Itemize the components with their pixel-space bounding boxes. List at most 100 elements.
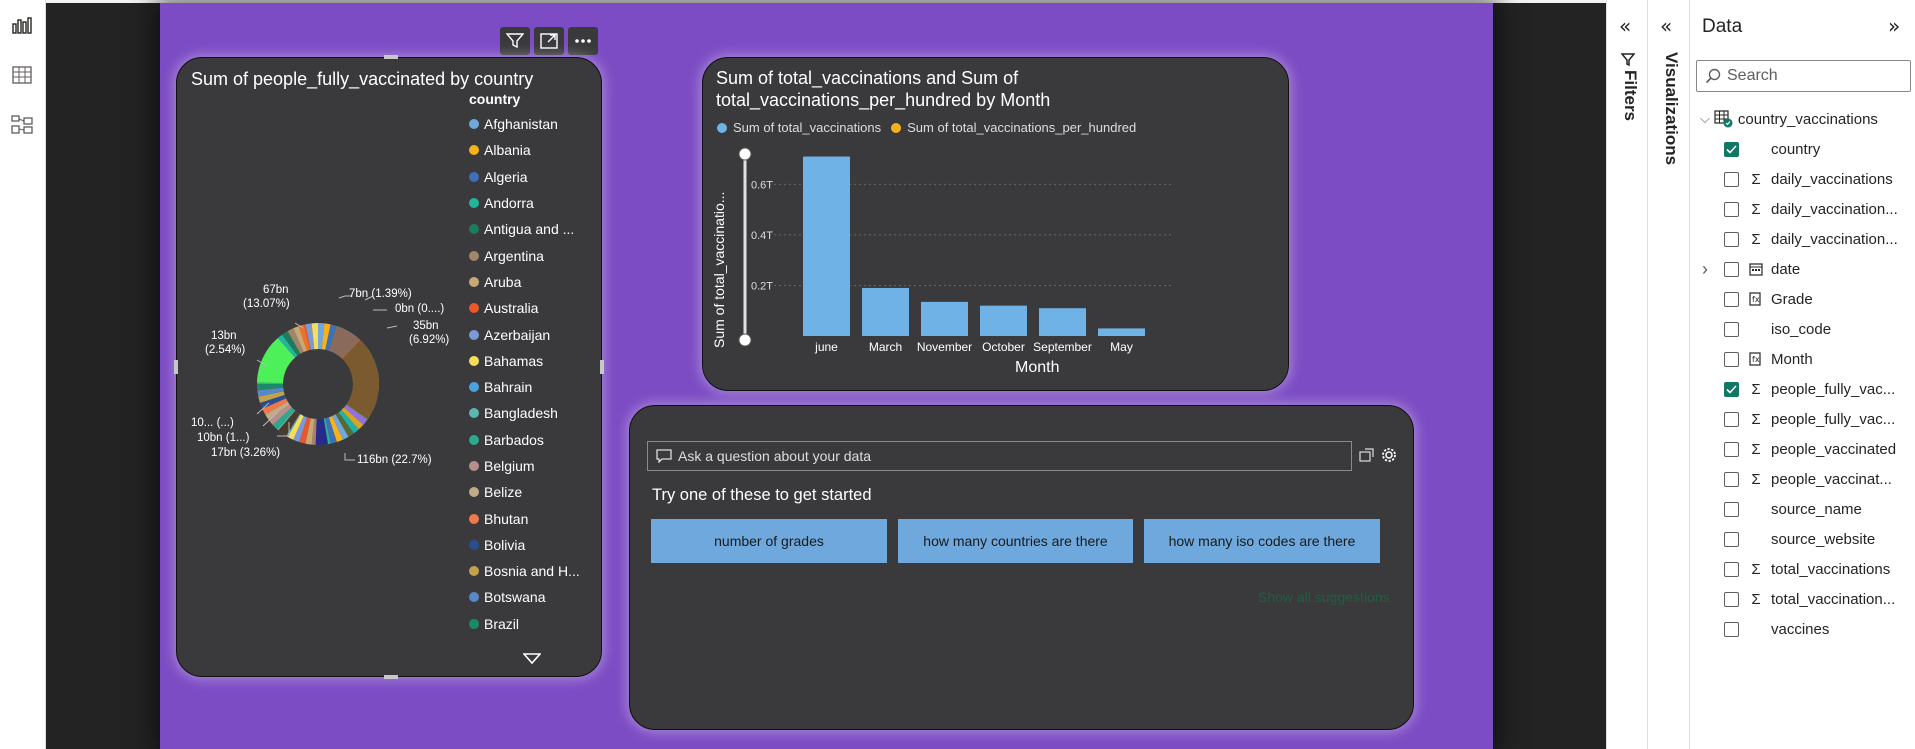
legend-item[interactable]: Australia xyxy=(469,295,599,321)
donut-slice[interactable] xyxy=(315,418,329,445)
collapse-data-pane-icon[interactable]: » xyxy=(1888,14,1901,38)
focus-mode-icon[interactable] xyxy=(534,27,564,55)
donut-slice[interactable] xyxy=(338,410,359,434)
legend-item[interactable]: Barbados xyxy=(469,427,599,453)
bar-chart-visual[interactable]: Sum of total_vaccinations and Sum of tot… xyxy=(702,57,1289,391)
donut-slice[interactable] xyxy=(257,338,295,383)
donut-slice[interactable] xyxy=(293,415,308,443)
legend-item[interactable]: Bahrain xyxy=(469,374,599,400)
legend-item[interactable]: Albania xyxy=(469,137,599,163)
field-checkbox[interactable] xyxy=(1724,621,1739,637)
field-checkbox[interactable] xyxy=(1724,351,1739,367)
donut-slice[interactable] xyxy=(321,323,331,350)
field-item[interactable]: country xyxy=(1724,136,1820,162)
resize-handle[interactable] xyxy=(600,360,604,374)
donut-slice[interactable] xyxy=(328,415,343,443)
donut-slice[interactable] xyxy=(287,328,304,354)
donut-slice[interactable] xyxy=(293,325,308,353)
donut-slice[interactable] xyxy=(332,414,349,440)
legend-item[interactable]: Aruba xyxy=(469,269,599,295)
data-search-input[interactable]: Search xyxy=(1696,60,1911,92)
filters-pane-collapsed[interactable]: « Filters xyxy=(1606,0,1648,749)
report-view-icon[interactable] xyxy=(9,12,35,38)
donut-slice[interactable] xyxy=(265,401,290,420)
donut-slice[interactable] xyxy=(328,326,360,359)
legend-item[interactable]: Bosnia and H... xyxy=(469,558,599,584)
table-view-icon[interactable] xyxy=(9,62,35,88)
zoom-slider-handle-bottom[interactable] xyxy=(738,333,752,347)
expand-filters-icon[interactable]: « xyxy=(1619,14,1632,38)
bar[interactable] xyxy=(1098,328,1145,336)
donut-slice[interactable] xyxy=(325,324,337,351)
field-item[interactable]: source_website xyxy=(1724,526,1875,552)
legend-item[interactable]: Bhutan xyxy=(469,505,599,531)
legend-item[interactable]: Belgium xyxy=(469,453,599,479)
field-checkbox[interactable] xyxy=(1724,441,1739,457)
settings-gear-icon[interactable] xyxy=(1381,447,1397,467)
resize-handle[interactable] xyxy=(384,675,398,679)
field-item[interactable]: fx Month xyxy=(1724,346,1813,372)
field-checkbox[interactable] xyxy=(1724,411,1739,427)
table-node-country-vaccinations[interactable]: ⌵ country_vaccinations xyxy=(1700,108,1878,130)
field-item[interactable]: vaccines xyxy=(1724,616,1829,642)
legend-item[interactable]: Bahamas xyxy=(469,348,599,374)
resize-handle[interactable] xyxy=(174,360,178,374)
donut-slice[interactable] xyxy=(268,404,292,425)
field-checkbox[interactable] xyxy=(1724,381,1739,397)
qa-question-input[interactable]: Ask a question about your data xyxy=(647,441,1352,471)
field-checkbox[interactable] xyxy=(1724,231,1739,247)
donut-slice[interactable] xyxy=(311,323,318,350)
donut-slice[interactable] xyxy=(287,414,304,440)
chevron-down-icon[interactable]: ⌵ xyxy=(1700,111,1710,126)
legend-item[interactable]: Andorra xyxy=(469,190,599,216)
donut-slice[interactable] xyxy=(298,324,310,351)
field-item[interactable]: fx Grade xyxy=(1724,286,1813,312)
visualizations-pane-collapsed[interactable]: « Visualizations xyxy=(1648,0,1690,749)
resize-handle[interactable] xyxy=(384,55,398,59)
legend-item[interactable]: Bolivia xyxy=(469,532,599,558)
donut-slice[interactable] xyxy=(318,323,325,350)
field-checkbox[interactable] xyxy=(1724,291,1739,307)
donut-slice[interactable] xyxy=(342,339,379,420)
donut-slice[interactable] xyxy=(335,412,354,437)
show-all-suggestions-link[interactable]: Show all suggestions xyxy=(1258,589,1390,605)
donut-slice[interactable] xyxy=(277,334,298,358)
field-item[interactable]: › date xyxy=(1702,256,1800,282)
qa-suggestion-chip[interactable]: how many countries are there xyxy=(898,519,1133,563)
bar[interactable] xyxy=(803,156,850,336)
donut-slice[interactable] xyxy=(257,387,284,397)
legend-item[interactable]: Azerbaijan xyxy=(469,321,599,347)
qa-suggestion-chip[interactable]: how many iso codes are there xyxy=(1144,519,1380,563)
bar[interactable] xyxy=(862,287,909,336)
model-view-icon[interactable] xyxy=(9,112,35,138)
zoom-slider-handle-top[interactable] xyxy=(738,147,752,161)
donut-slice[interactable] xyxy=(299,417,311,444)
legend-item[interactable]: Bangladesh xyxy=(469,400,599,426)
field-checkbox[interactable] xyxy=(1724,471,1739,487)
qa-suggestion-chip[interactable]: number of grades xyxy=(651,519,887,563)
donut-slice[interactable] xyxy=(272,407,295,430)
bar[interactable] xyxy=(1039,308,1086,336)
donut-slice[interactable] xyxy=(341,407,364,430)
legend-item[interactable]: Botswana xyxy=(469,584,599,610)
legend-item[interactable]: Brazil xyxy=(469,611,599,637)
donut-slice[interactable] xyxy=(305,418,315,445)
donut-chart-visual[interactable]: Sum of people_fully_vaccinated by countr… xyxy=(176,57,602,677)
legend-scroll-down-icon[interactable] xyxy=(522,650,542,669)
donut-slice[interactable] xyxy=(305,323,315,350)
donut-slice[interactable] xyxy=(257,384,284,391)
field-checkbox[interactable] xyxy=(1724,591,1739,607)
legend-item[interactable]: Argentina xyxy=(469,242,599,268)
legend-item[interactable]: Afghanistan xyxy=(469,111,599,137)
legend-item[interactable]: Algeria xyxy=(469,164,599,190)
field-checkbox[interactable] xyxy=(1724,261,1739,277)
field-checkbox[interactable] xyxy=(1724,141,1739,157)
